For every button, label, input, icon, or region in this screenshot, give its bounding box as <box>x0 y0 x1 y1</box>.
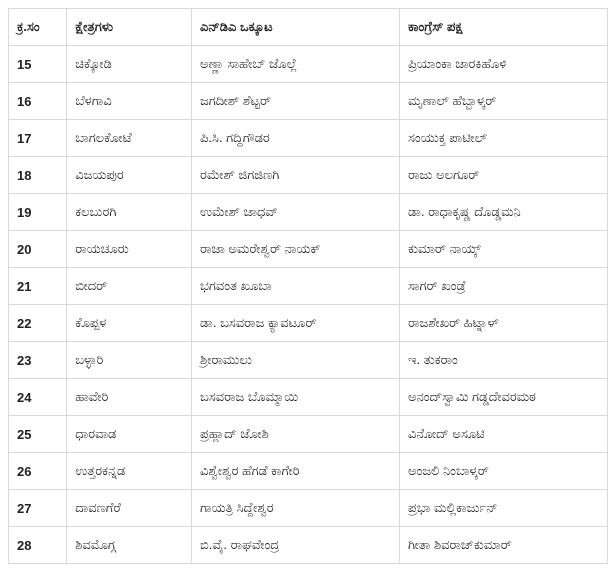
cell-nda: ಗಾಯತ್ರಿ ಸಿದ್ದೇಶ್ವರ <box>192 490 400 527</box>
cell-serial: 19 <box>9 194 67 231</box>
table-row: 19 ಕಲಬುರಗಿ ಉಮೇಶ್ ಜಾಧವ್ ಡಾ. ರಾಧಾಕೃಷ್ಣ ದೊಡ… <box>9 194 608 231</box>
cell-nda: ರಾಜಾ ಅಮರೇಶ್ವರ್ ನಾಯಕ್ <box>192 231 400 268</box>
cell-constituency: ಬಾಗಲಕೋಟೆ <box>67 120 192 157</box>
cell-serial: 25 <box>9 416 67 453</box>
table-body: 15 ಚಿಕ್ಕೋಡಿ ಅಣ್ಣಾ ಸಾಹೇಬ್ ಜೊಲ್ಲೆ ಪ್ರಿಯಾಂಕ… <box>9 46 608 564</box>
table-row: 17 ಬಾಗಲಕೋಟೆ ಪಿ.ಸಿ. ಗದ್ದಿಗೌಡರ ಸಂಯುಕ್ತ ಪಾಟ… <box>9 120 608 157</box>
cell-constituency: ಚಿಕ್ಕೋಡಿ <box>67 46 192 83</box>
cell-constituency: ಬಳ್ಳಾರಿ <box>67 342 192 379</box>
cell-serial: 23 <box>9 342 67 379</box>
cell-congress: ಅನಂದ್‌ಸ್ವಾಮಿ ಗಡ್ಡದೇವರಮಠ <box>400 379 608 416</box>
cell-serial: 16 <box>9 83 67 120</box>
cell-nda: ಪ್ರಹ್ಲಾದ್ ಜೋಶಿ <box>192 416 400 453</box>
cell-congress: ರಾಜು ಅಲಗೂರ್ <box>400 157 608 194</box>
cell-nda: ಬಸವರಾಜ ಬೊಮ್ಮಾಯಿ <box>192 379 400 416</box>
cell-nda: ಅಣ್ಣಾ ಸಾಹೇಬ್ ಜೊಲ್ಲೆ <box>192 46 400 83</box>
table-row: 21 ಬೀದರ್ ಭಗವಂತ ಖೂಬಾ ಸಾಗರ್ ಖಂಡ್ರೆ <box>9 268 608 305</box>
table-row: 24 ಹಾವೇರಿ ಬಸವರಾಜ ಬೊಮ್ಮಾಯಿ ಅನಂದ್‌ಸ್ವಾಮಿ ಗ… <box>9 379 608 416</box>
cell-constituency: ಶಿವಮೊಗ್ಗ <box>67 527 192 564</box>
cell-constituency: ಧಾರವಾಡ <box>67 416 192 453</box>
cell-nda: ಪಿ.ಸಿ. ಗದ್ದಿಗೌಡರ <box>192 120 400 157</box>
cell-serial: 17 <box>9 120 67 157</box>
cell-serial: 28 <box>9 527 67 564</box>
cell-serial: 20 <box>9 231 67 268</box>
constituency-table: ಕ್ರ.ಸಂ ಕ್ಷೇತ್ರಗಳು ಎನ್‌ಡಿಎ ಒಕ್ಕೂಟ ಕಾಂಗ್ರೆ… <box>8 8 608 564</box>
cell-congress: ಮೃಣಾಲ್ ಹೆಬ್ಬಾಳ್ಕರ್ <box>400 83 608 120</box>
cell-nda: ರಮೇಶ್ ಜಿಗಜಿಣಗಿ <box>192 157 400 194</box>
table-row: 18 ವಿಜಯಪುರ ರಮೇಶ್ ಜಿಗಜಿಣಗಿ ರಾಜು ಅಲಗೂರ್ <box>9 157 608 194</box>
cell-constituency: ರಾಯಚೂರು <box>67 231 192 268</box>
col-header-serial: ಕ್ರ.ಸಂ <box>9 9 67 46</box>
cell-nda: ಉಮೇಶ್ ಜಾಧವ್ <box>192 194 400 231</box>
cell-congress: ಇ. ತುಕರಾಂ <box>400 342 608 379</box>
col-header-constituency: ಕ್ಷೇತ್ರಗಳು <box>67 9 192 46</box>
cell-serial: 15 <box>9 46 67 83</box>
col-header-nda: ಎನ್‌ಡಿಎ ಒಕ್ಕೂಟ <box>192 9 400 46</box>
table-row: 26 ಉತ್ತರಕನ್ನಡ ವಿಶ್ವೇಶ್ವರ ಹೆಗಡೆ ಕಾಗೇರಿ ಅಂ… <box>9 453 608 490</box>
cell-nda: ಜಗದೀಶ್ ಶೆಟ್ಟರ್ <box>192 83 400 120</box>
table-row: 23 ಬಳ್ಳಾರಿ ಶ್ರೀರಾಮುಲು ಇ. ತುಕರಾಂ <box>9 342 608 379</box>
table-row: 16 ಬೆಳಗಾವಿ ಜಗದೀಶ್ ಶೆಟ್ಟರ್ ಮೃಣಾಲ್ ಹೆಬ್ಬಾಳ… <box>9 83 608 120</box>
cell-congress: ಗೀತಾ ಶಿವರಾಜ್‌ಕುಮಾರ್ <box>400 527 608 564</box>
cell-serial: 21 <box>9 268 67 305</box>
cell-serial: 24 <box>9 379 67 416</box>
table-header-row: ಕ್ರ.ಸಂ ಕ್ಷೇತ್ರಗಳು ಎನ್‌ಡಿಎ ಒಕ್ಕೂಟ ಕಾಂಗ್ರೆ… <box>9 9 608 46</box>
cell-congress: ವಿನೋದ್ ಅಸೂಟಿ <box>400 416 608 453</box>
table-row: 28 ಶಿವಮೊಗ್ಗ ಬಿ.ವೈ. ರಾಘವೇಂದ್ರ ಗೀತಾ ಶಿವರಾಜ… <box>9 527 608 564</box>
cell-constituency: ಉತ್ತರಕನ್ನಡ <box>67 453 192 490</box>
cell-nda: ಶ್ರೀರಾಮುಲು <box>192 342 400 379</box>
cell-congress: ಡಾ. ರಾಧಾಕೃಷ್ಣ ದೊಡ್ಡಮನಿ <box>400 194 608 231</box>
constituency-table-wrap: ಕ್ರ.ಸಂ ಕ್ಷೇತ್ರಗಳು ಎನ್‌ಡಿಎ ಒಕ್ಕೂಟ ಕಾಂಗ್ರೆ… <box>0 0 616 572</box>
cell-nda: ಭಗವಂತ ಖೂಬಾ <box>192 268 400 305</box>
cell-congress: ರಾಜಶೇಖರ್ ಹಿಟ್ನಾಳ್ <box>400 305 608 342</box>
cell-constituency: ಬೆಳಗಾವಿ <box>67 83 192 120</box>
cell-nda: ಡಾ. ಬಸವರಾಜ ಕ್ಯಾವಟೂರ್ <box>192 305 400 342</box>
table-row: 27 ದಾವಣಗೆರೆ ಗಾಯತ್ರಿ ಸಿದ್ದೇಶ್ವರ ಪ್ರಭಾ ಮಲ್… <box>9 490 608 527</box>
cell-congress: ಪ್ರಿಯಾಂಕಾ ಜಾರಕಿಹೊಳಿ <box>400 46 608 83</box>
table-row: 20 ರಾಯಚೂರು ರಾಜಾ ಅಮರೇಶ್ವರ್ ನಾಯಕ್ ಕುಮಾರ್ ನ… <box>9 231 608 268</box>
cell-congress: ಸಂಯುಕ್ತ ಪಾಟೀಲ್ <box>400 120 608 157</box>
cell-serial: 26 <box>9 453 67 490</box>
table-row: 15 ಚಿಕ್ಕೋಡಿ ಅಣ್ಣಾ ಸಾಹೇಬ್ ಜೊಲ್ಲೆ ಪ್ರಿಯಾಂಕ… <box>9 46 608 83</box>
cell-constituency: ದಾವಣಗೆರೆ <box>67 490 192 527</box>
col-header-congress: ಕಾಂಗ್ರೆಸ್ ಪಕ್ಷ <box>400 9 608 46</box>
cell-serial: 18 <box>9 157 67 194</box>
cell-congress: ಸಾಗರ್ ಖಂಡ್ರೆ <box>400 268 608 305</box>
cell-congress: ಕುಮಾರ್ ನಾಯ್ಕ್ <box>400 231 608 268</box>
cell-constituency: ಬೀದರ್ <box>67 268 192 305</box>
cell-congress: ಪ್ರಭಾ ಮಲ್ಲಿಕಾರ್ಜುನ್ <box>400 490 608 527</box>
cell-congress: ಅಂಜಲಿ ನಿಂಬಾಳ್ಕರ್ <box>400 453 608 490</box>
table-row: 25 ಧಾರವಾಡ ಪ್ರಹ್ಲಾದ್ ಜೋಶಿ ವಿನೋದ್ ಅಸೂಟಿ <box>9 416 608 453</box>
cell-constituency: ಹಾವೇರಿ <box>67 379 192 416</box>
cell-nda: ಬಿ.ವೈ. ರಾಘವೇಂದ್ರ <box>192 527 400 564</box>
cell-serial: 27 <box>9 490 67 527</box>
cell-constituency: ಕಲಬುರಗಿ <box>67 194 192 231</box>
cell-constituency: ಕೊಪ್ಪಳ <box>67 305 192 342</box>
cell-nda: ವಿಶ್ವೇಶ್ವರ ಹೆಗಡೆ ಕಾಗೇರಿ <box>192 453 400 490</box>
table-row: 22 ಕೊಪ್ಪಳ ಡಾ. ಬಸವರಾಜ ಕ್ಯಾವಟೂರ್ ರಾಜಶೇಖರ್ … <box>9 305 608 342</box>
cell-constituency: ವಿಜಯಪುರ <box>67 157 192 194</box>
cell-serial: 22 <box>9 305 67 342</box>
